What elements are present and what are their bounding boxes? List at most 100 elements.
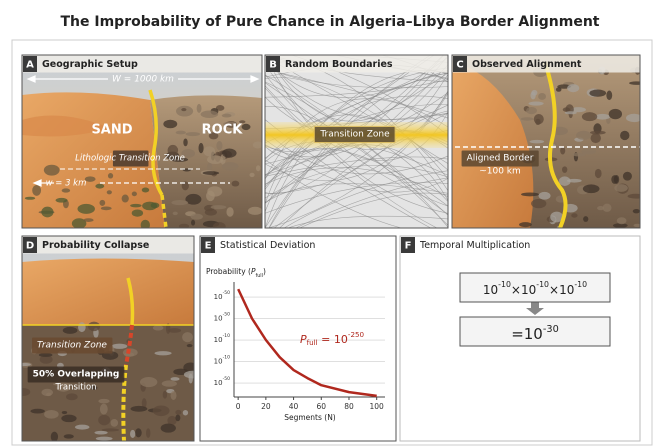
text-part: -50 bbox=[223, 290, 231, 296]
panel-title: Temporal Multiplication bbox=[419, 240, 530, 251]
rock bbox=[46, 393, 51, 397]
text-part: 10 bbox=[483, 283, 498, 297]
x-tick-label: 100 bbox=[370, 402, 385, 411]
text-part: 10 bbox=[521, 283, 536, 297]
label: Aligned Border bbox=[467, 154, 534, 164]
rock bbox=[199, 143, 204, 153]
rock bbox=[530, 92, 535, 100]
rock bbox=[100, 404, 108, 415]
rock bbox=[597, 206, 604, 210]
text-part: = 10 bbox=[318, 333, 348, 346]
rock bbox=[531, 199, 546, 208]
text-part: Probability ( bbox=[206, 267, 251, 276]
rock bbox=[606, 91, 612, 101]
rock bbox=[249, 173, 254, 177]
rock bbox=[581, 149, 596, 155]
text-part: 10 bbox=[214, 293, 223, 301]
rock bbox=[589, 90, 606, 97]
rock bbox=[62, 411, 67, 414]
rock bbox=[83, 218, 93, 222]
label: ROCK bbox=[202, 123, 244, 138]
rock bbox=[183, 410, 188, 416]
panel-letter: E bbox=[205, 241, 212, 252]
panel-title: Statistical Deviation bbox=[220, 240, 315, 251]
rock bbox=[222, 114, 232, 118]
rock bbox=[135, 428, 142, 437]
rock bbox=[538, 93, 546, 100]
rock bbox=[226, 207, 233, 217]
text-part: full bbox=[256, 273, 264, 279]
rock bbox=[201, 111, 219, 118]
rock bbox=[163, 120, 177, 129]
text-part: -30 bbox=[543, 324, 559, 335]
rock bbox=[39, 353, 53, 357]
rock bbox=[521, 117, 534, 121]
rock bbox=[96, 437, 113, 441]
rock bbox=[521, 192, 539, 196]
rock bbox=[95, 184, 104, 189]
text-part: -10 bbox=[223, 333, 231, 339]
rock bbox=[99, 200, 105, 206]
rock bbox=[44, 410, 59, 419]
rock bbox=[171, 200, 188, 205]
rock bbox=[154, 351, 171, 355]
rock bbox=[102, 428, 120, 431]
rock bbox=[623, 172, 632, 181]
text-part: 10 bbox=[559, 283, 574, 297]
rock bbox=[197, 104, 202, 113]
text-part: 10 bbox=[214, 358, 223, 366]
text-part: -10 bbox=[536, 280, 549, 289]
rock bbox=[107, 190, 112, 194]
text-part: 10 bbox=[214, 336, 223, 344]
rock bbox=[232, 181, 240, 187]
rock bbox=[216, 141, 222, 150]
x-tick-label: 80 bbox=[344, 402, 354, 411]
rock bbox=[189, 374, 193, 384]
rock bbox=[151, 202, 160, 208]
rock bbox=[78, 322, 86, 332]
panel-title: Random Boundaries bbox=[285, 59, 393, 70]
rock bbox=[205, 209, 217, 216]
rock bbox=[248, 207, 262, 215]
rock bbox=[583, 184, 600, 193]
rock bbox=[617, 217, 627, 224]
page: { "header": {"title": "The Improbability… bbox=[0, 0, 661, 448]
label: 50% Overlapping bbox=[33, 370, 120, 380]
rock bbox=[161, 424, 176, 433]
rock bbox=[181, 108, 186, 111]
rock bbox=[534, 114, 544, 124]
rock bbox=[153, 325, 164, 330]
rock bbox=[111, 419, 119, 427]
x-tick-label: 40 bbox=[289, 402, 299, 411]
label: SAND bbox=[91, 123, 132, 138]
panel-letter: A bbox=[26, 60, 34, 71]
rock bbox=[98, 399, 109, 403]
rock bbox=[633, 209, 640, 213]
rock bbox=[563, 107, 570, 111]
label: ~100 km bbox=[479, 167, 521, 177]
label: Lithologic Transition Zone bbox=[75, 154, 185, 164]
rock bbox=[108, 173, 113, 178]
rock bbox=[130, 204, 142, 207]
rock bbox=[146, 428, 150, 438]
rock bbox=[567, 84, 579, 92]
figure: The Improbability of Pure Chance in Alge… bbox=[0, 0, 661, 448]
rock bbox=[51, 432, 58, 442]
rock bbox=[519, 222, 532, 227]
x-tick-label: 20 bbox=[261, 402, 271, 411]
rock bbox=[98, 415, 110, 425]
text-part: × bbox=[511, 283, 521, 297]
rock bbox=[130, 430, 135, 438]
rock bbox=[191, 220, 195, 226]
label: w = 3 km bbox=[46, 179, 87, 189]
rock bbox=[614, 175, 619, 184]
rock bbox=[204, 146, 216, 156]
rock bbox=[529, 102, 544, 106]
rock bbox=[122, 195, 129, 203]
text-part: 10 bbox=[524, 325, 543, 343]
x-tick-label: 60 bbox=[317, 402, 327, 411]
rock bbox=[565, 111, 577, 114]
text-part: -250 bbox=[348, 330, 365, 339]
label: Transition bbox=[54, 383, 96, 393]
rock bbox=[94, 431, 107, 435]
